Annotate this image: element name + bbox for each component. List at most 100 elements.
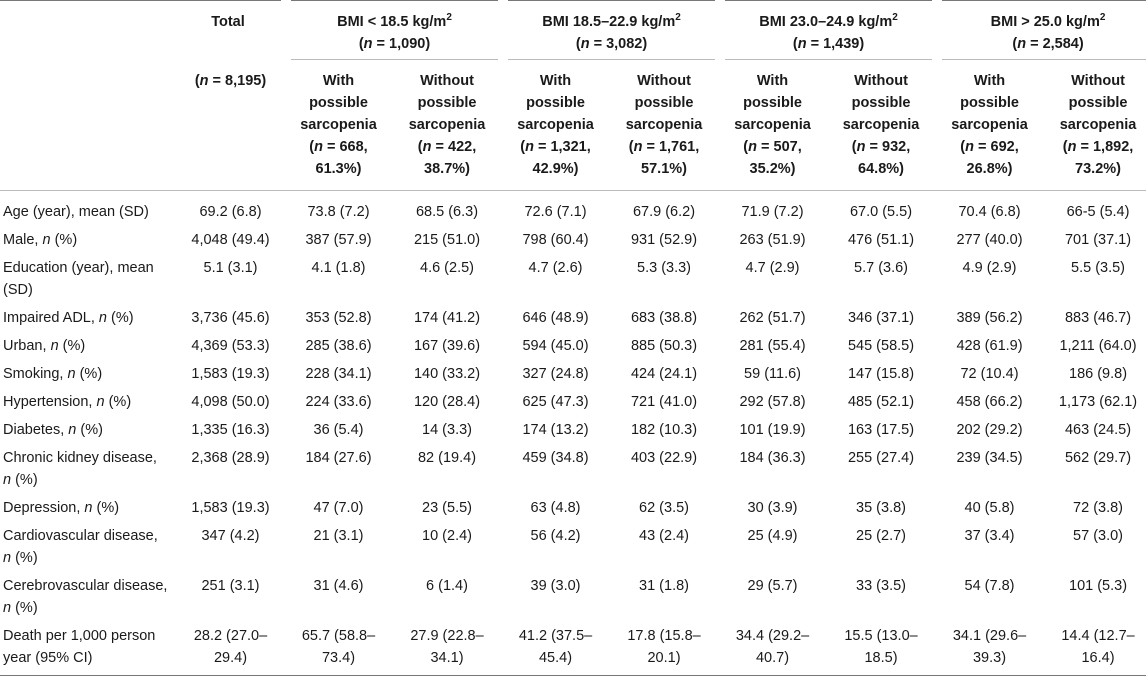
table-cell: 14.4 (12.7–16.4) — [1042, 622, 1146, 676]
table-cell: 1,211 (64.0) — [1059, 338, 1137, 354]
group-header-bmi-18-5-22-9: BMI 18.5–22.9 kg/m2 (n = 3,082) — [498, 0, 721, 60]
table-cell: 67.0 (5.5) — [849, 204, 913, 220]
table-cell: 277 (40.0) — [956, 232, 1023, 248]
table-cell: 101 (5.3) — [1069, 578, 1128, 594]
table-cell: 4.6 (2.5) — [420, 260, 474, 276]
subgroup-header: With possible sarcopenia (n = 668, 61.3%) — [286, 59, 391, 191]
table-cell: 5.3 (3.3) — [637, 260, 692, 276]
table-cell: 101 (19.9) — [739, 422, 806, 438]
subgroup-header: Without possible sarcopenia (n = 1,892, 73.2… — [1042, 59, 1146, 191]
table-cell: 41.2 (37.5–45.4) — [503, 622, 609, 676]
table-cell: 30 (3.9) — [747, 500, 798, 516]
table-cell: 262 (51.7) — [739, 310, 806, 326]
table-cell: 5.7 (3.6) — [854, 260, 909, 276]
table-cell: 69.2 (6.8) — [199, 204, 262, 220]
table-row: Depression, n (%) 1,583 (19.3) 47 (7.0) 23 … — [0, 494, 1146, 522]
row-label: Impaired ADL, n (%) — [3, 310, 134, 326]
table-cell: 71.9 (7.2) — [741, 204, 804, 220]
table-cell: 31 (1.8) — [639, 578, 689, 594]
table-cell: 147 (15.8) — [847, 366, 915, 382]
table-cell: 72.6 (7.1) — [524, 204, 587, 220]
table-cell: 35 (3.8) — [856, 500, 906, 516]
table-cell: 37 (3.4) — [964, 528, 1015, 544]
total-header: Total — [175, 0, 286, 60]
table-cell: 721 (41.0) — [630, 394, 698, 410]
table-cell: 428 (61.9) — [956, 338, 1023, 354]
table-cell: 73.8 (7.2) — [307, 204, 370, 220]
table-cell: 1,173 (62.1) — [1058, 394, 1138, 410]
table-cell: 63 (4.8) — [530, 500, 581, 516]
subgroup-header: Without possible sarcopenia (n = 932, 64.8%) — [825, 59, 938, 191]
table-cell: 389 (56.2) — [956, 310, 1023, 326]
table-body: Age (year), mean (SD) 69.2 (6.8) 73.8 (7.2… — [0, 191, 1146, 676]
row-label: Male, n (%) — [3, 232, 78, 248]
table-cell: 202 (29.2) — [956, 422, 1023, 438]
table-cell: 59 (11.6) — [744, 366, 801, 382]
table-cell: 263 (51.9) — [739, 232, 806, 248]
table-cell: 174 (13.2) — [522, 422, 589, 438]
table-cell: 29 (5.7) — [747, 578, 798, 594]
table-cell: 4.1 (1.8) — [311, 260, 366, 276]
table-cell: 66-5 (5.4) — [1066, 204, 1130, 220]
table-cell: 140 (33.2) — [413, 366, 481, 382]
table-cell: 403 (22.9) — [630, 450, 698, 466]
table-cell: 4.7 (2.9) — [745, 260, 800, 276]
table-cell: 885 (50.3) — [630, 338, 698, 354]
table-row: Chronic kidney disease, n (%) 2,368 (28.9… — [0, 444, 1146, 494]
table-cell: 14 (3.3) — [422, 422, 472, 438]
table-cell: 23 (5.5) — [422, 500, 472, 516]
table-cell: 5.1 (3.1) — [203, 260, 258, 276]
row-label: Depression, n (%) — [3, 500, 120, 516]
table-cell: 625 (47.3) — [522, 394, 589, 410]
table-cell: 54 (7.8) — [964, 578, 1015, 594]
table-cell: 174 (41.2) — [413, 310, 481, 326]
table-cell: 285 (38.6) — [305, 338, 372, 354]
row-label: Cardiovascular disease, n (%) — [3, 528, 158, 566]
table-row: Education (year), mean (SD) 5.1 (3.1) 4.1 … — [0, 254, 1146, 304]
table-cell: 15.5 (13.0–18.5) — [825, 622, 938, 676]
table-row: Male, n (%) 4,048 (49.4) 387 (57.9) 215 (51… — [0, 226, 1146, 254]
table-row: Diabetes, n (%) 1,335 (16.3) 36 (5.4) 14 (3… — [0, 416, 1146, 444]
table-cell: 798 (60.4) — [522, 232, 589, 248]
table-cell: 27.9 (22.8–34.1) — [391, 622, 504, 676]
group-n: (n = 1,090) — [358, 36, 431, 52]
table-cell: 72 (10.4) — [960, 366, 1019, 382]
table-cell: 327 (24.8) — [522, 366, 589, 382]
table-cell: 1,335 (16.3) — [191, 422, 270, 438]
table-cell: 387 (57.9) — [305, 232, 372, 248]
table-cell: 459 (34.8) — [522, 450, 589, 466]
table-row: Urban, n (%) 4,369 (53.3) 285 (38.6) 167 (3… — [0, 332, 1146, 360]
group-header-bmi-23-24-9: BMI 23.0–24.9 kg/m2 (n = 1,439) — [715, 0, 938, 60]
table-cell: 545 (58.5) — [847, 338, 915, 354]
table-cell: 31 (4.6) — [313, 578, 364, 594]
table-cell: 292 (57.8) — [739, 394, 806, 410]
table-cell: 224 (33.6) — [305, 394, 372, 410]
group-n: (n = 1,439) — [792, 36, 865, 52]
table-cell: 10 (2.4) — [422, 528, 472, 544]
table-cell: 184 (36.3) — [739, 450, 806, 466]
table-cell: 5.5 (3.5) — [1071, 260, 1126, 276]
table-cell: 67.9 (6.2) — [632, 204, 696, 220]
table-cell: 34.1 (29.6–39.3) — [937, 622, 1043, 676]
table-cell: 2,368 (28.9) — [191, 450, 270, 466]
table-row: Cerebrovascular disease, n (%) 251 (3.1) 3… — [0, 572, 1146, 622]
table-cell: 476 (51.1) — [847, 232, 915, 248]
header-row-groups: Total BMI < 18.5 kg/m2 (n = 1,090) BMI 1… — [0, 0, 1146, 60]
table-cell: 458 (66.2) — [956, 394, 1023, 410]
table-cell: 184 (27.6) — [305, 450, 372, 466]
table-cell: 82 (19.4) — [417, 450, 477, 466]
table-cell: 25 (4.9) — [747, 528, 798, 544]
table-cell: 3,736 (45.6) — [191, 310, 270, 326]
table-cell: 4,048 (49.4) — [191, 232, 270, 248]
table-cell: 167 (39.6) — [413, 338, 481, 354]
table-cell: 281 (55.4) — [739, 338, 806, 354]
table-cell: 33 (3.5) — [856, 578, 906, 594]
table-cell: 70.4 (6.8) — [958, 204, 1021, 220]
table-cell: 1,583 (19.3) — [191, 500, 270, 516]
table-cell: 25 (2.7) — [856, 528, 906, 544]
group-header-bmi-under-18-5: BMI < 18.5 kg/m2 (n = 1,090) — [280, 0, 504, 60]
table-row: Smoking, n (%) 1,583 (19.3) 228 (34.1) 140 … — [0, 360, 1146, 388]
row-label: Diabetes, n (%) — [3, 422, 103, 438]
table-cell: 6 (1.4) — [426, 578, 468, 594]
table-cell: 463 (24.5) — [1064, 422, 1132, 438]
